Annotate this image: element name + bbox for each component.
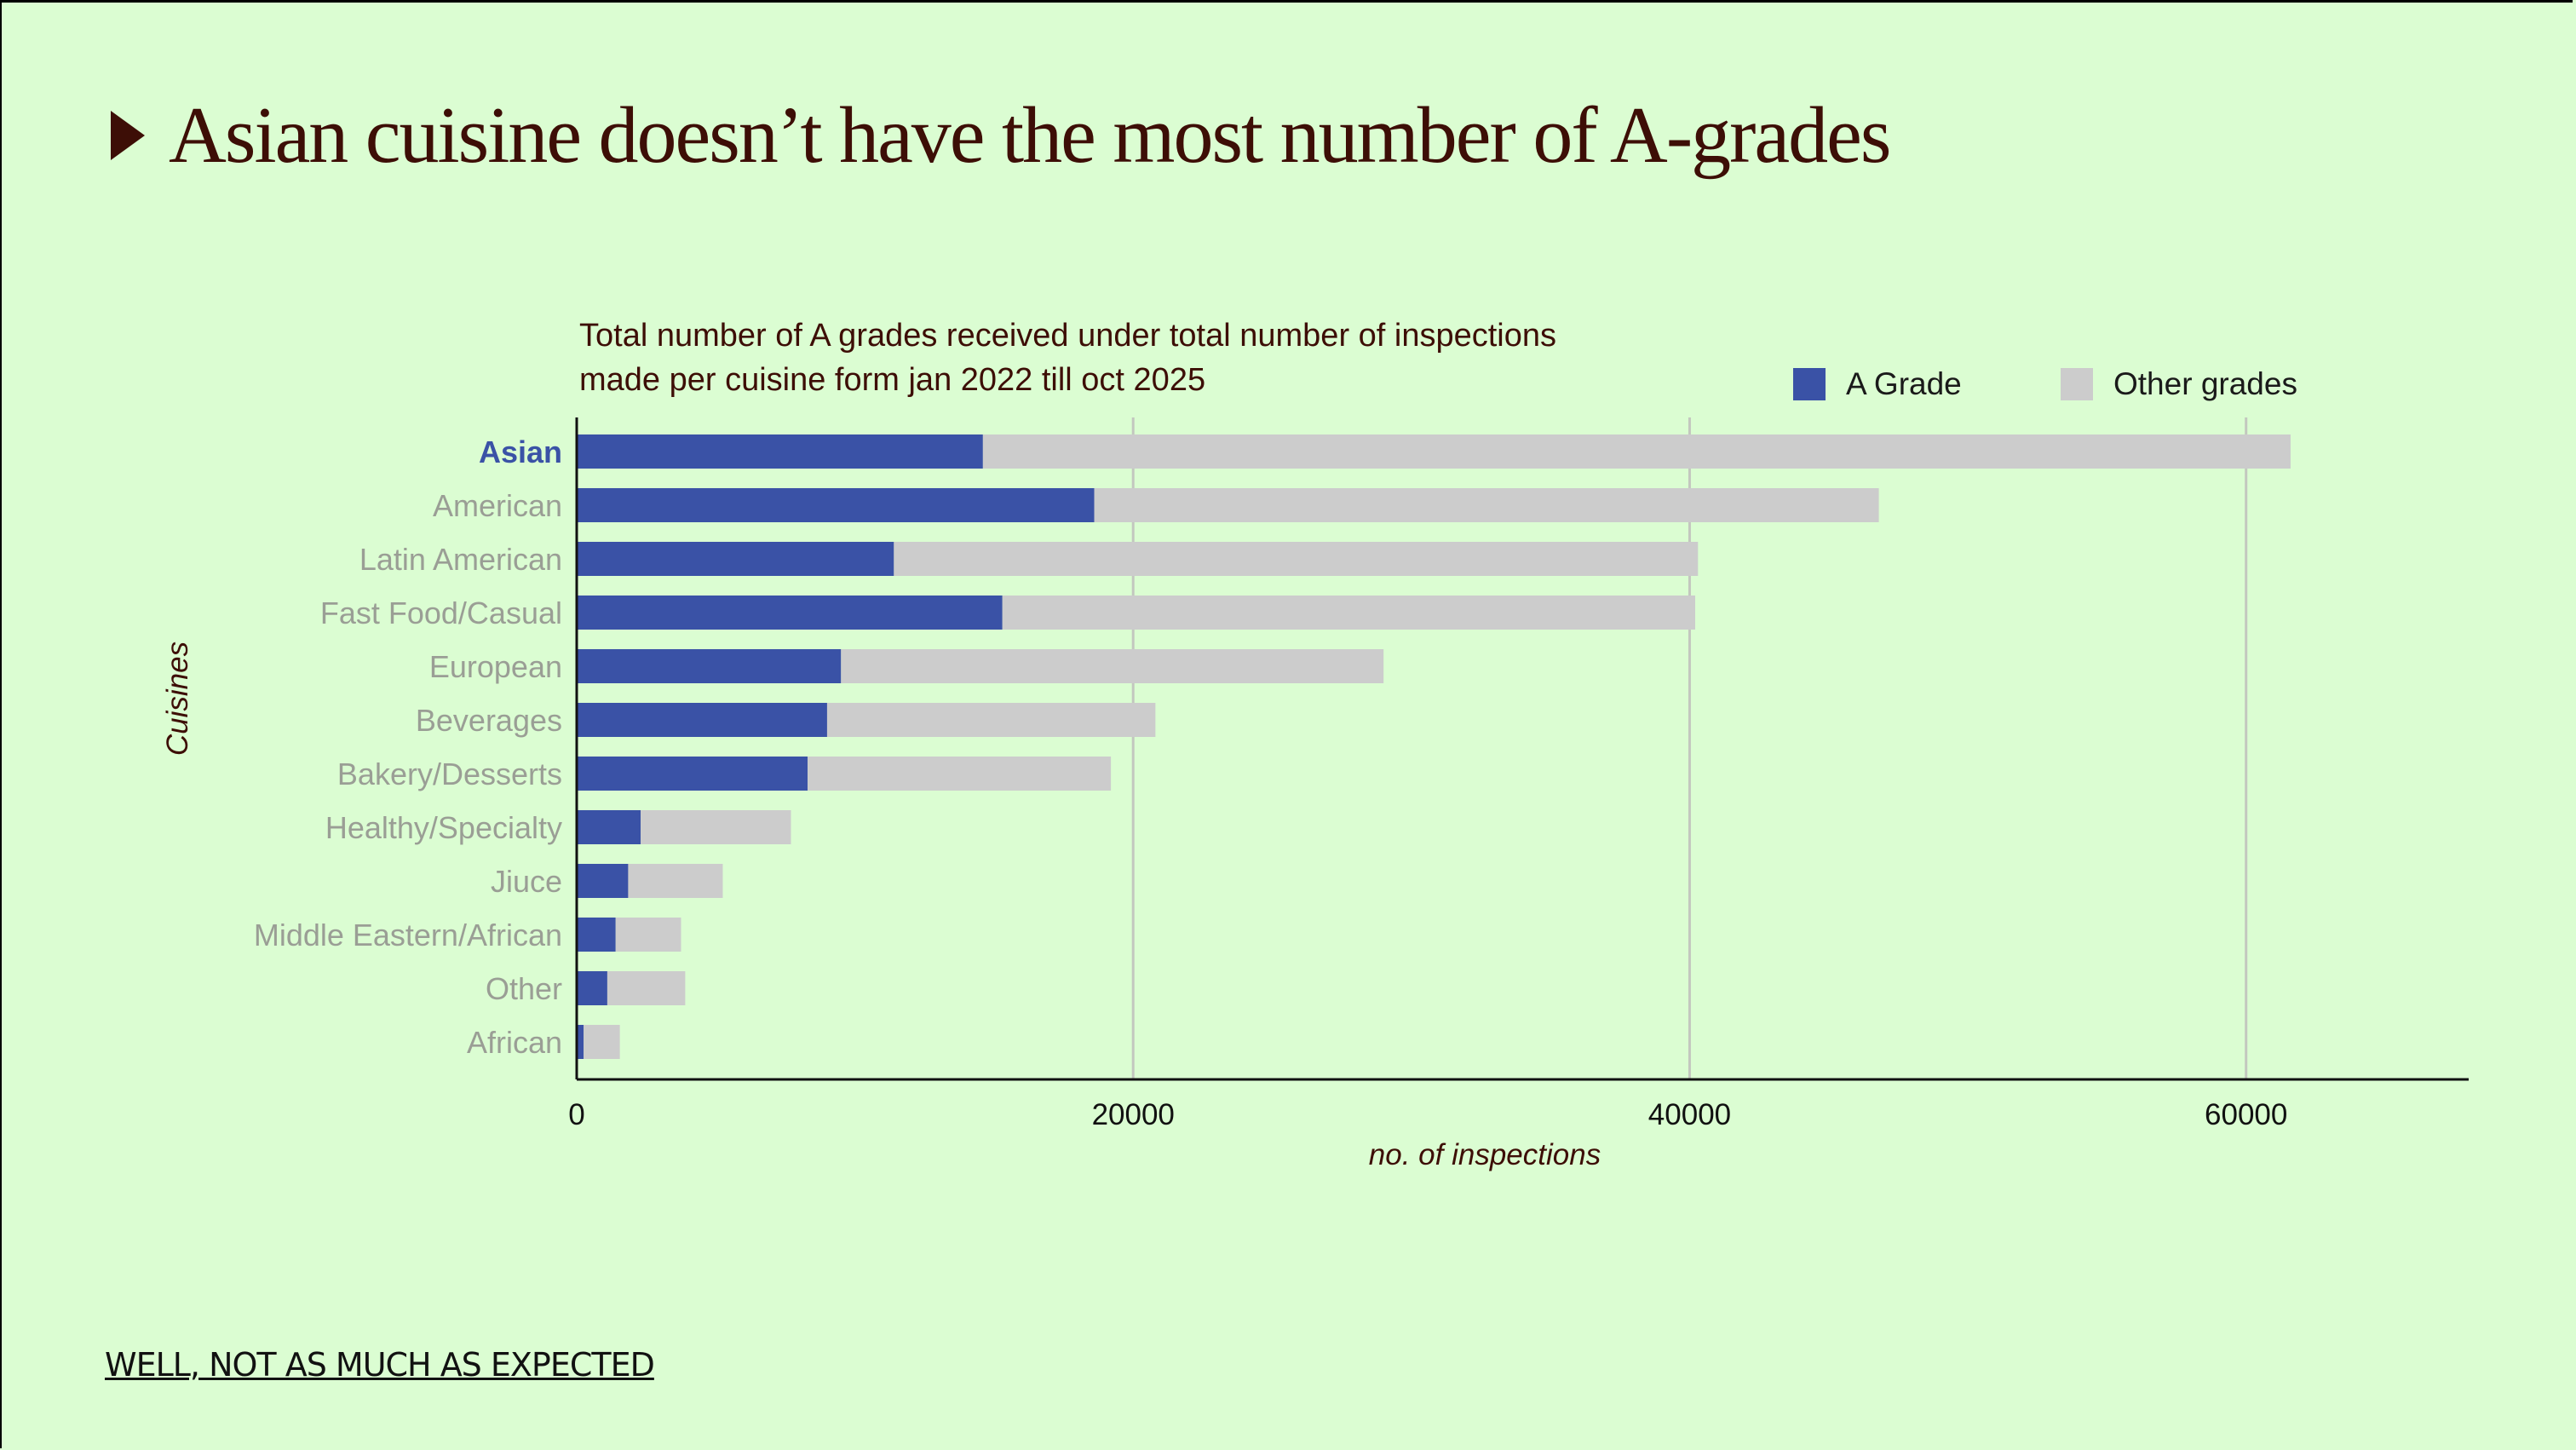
- bar-other-grades: [982, 434, 2291, 469]
- y-tick-label: Beverages: [416, 703, 562, 738]
- legend-item-a-grade: A Grade: [1793, 366, 1962, 402]
- chart-subtitle: Total number of A grades received under …: [579, 314, 1556, 402]
- bar-other-grades: [1094, 488, 1879, 522]
- bar-a-grade: [577, 703, 827, 737]
- bar-a-grade: [577, 918, 616, 952]
- bar-a-grade: [577, 488, 1095, 522]
- y-tick-label: Healthy/Specialty: [325, 810, 562, 845]
- y-tick-label: Latin American: [359, 542, 562, 577]
- x-tick-label: 0: [568, 1098, 584, 1131]
- bar-other-grades: [1002, 596, 1696, 630]
- page-title: Asian cuisine doesn’t have the most numb…: [169, 91, 1891, 180]
- y-tick-label: Asian: [479, 434, 562, 469]
- y-tick-label: Fast Food/Casual: [320, 596, 562, 630]
- y-tick-label: American: [433, 488, 562, 523]
- y-tick-label: European: [429, 649, 562, 684]
- bar-a-grade: [577, 864, 629, 898]
- legend-swatch-a-grade: [1793, 368, 1826, 400]
- x-tick-label: 40000: [1648, 1098, 1731, 1131]
- bar-other-grades: [615, 918, 681, 952]
- chart-subtitle-line-1: Total number of A grades received under …: [579, 318, 1557, 354]
- bar-other-grades: [808, 757, 1112, 791]
- bar-a-grade: [577, 757, 808, 791]
- x-axis-label: no. of inspections: [1369, 1138, 1601, 1171]
- bar-a-grade: [577, 596, 1003, 630]
- y-tick-label: Jiuce: [491, 864, 562, 899]
- bar-a-grade: [577, 434, 983, 469]
- y-axis-label: Cuisines: [161, 642, 194, 756]
- legend-label-a-grade: A Grade: [1846, 366, 1962, 401]
- bar-a-grade: [577, 810, 641, 844]
- footer-note: WELL, NOT AS MUCH AS EXPECTED: [105, 1346, 655, 1384]
- bar-a-grade: [577, 649, 842, 683]
- title-row: Asian cuisine doesn’t have the most numb…: [111, 89, 1891, 181]
- bar-a-grade: [577, 542, 894, 576]
- bar-other-grades: [826, 703, 1156, 737]
- bar-a-grade: [577, 971, 607, 1005]
- y-tick-label: Other: [486, 971, 562, 1006]
- bar-other-grades: [628, 864, 723, 898]
- bar-other-grades: [841, 649, 1384, 683]
- x-tick-label: 20000: [1092, 1098, 1175, 1131]
- bar-a-grade: [577, 1025, 584, 1059]
- legend-swatch-other-grades: [2061, 368, 2093, 400]
- chart-subtitle-line-2: made per cuisine form jan 2022 till oct …: [579, 362, 1206, 398]
- bar-other-grades: [584, 1025, 620, 1059]
- bar-other-grades: [641, 810, 791, 844]
- y-tick-label: African: [467, 1025, 562, 1060]
- legend-item-other-grades: Other grades: [2061, 366, 2297, 402]
- triangle-bullet-icon: [111, 111, 145, 160]
- y-tick-label: Bakery/Desserts: [337, 757, 562, 791]
- bar-other-grades: [607, 971, 686, 1005]
- y-tick-label: Middle Eastern/African: [254, 918, 562, 952]
- x-tick-label: 60000: [2205, 1098, 2287, 1131]
- legend-label-other-grades: Other grades: [2113, 366, 2297, 401]
- bar-other-grades: [894, 542, 1699, 576]
